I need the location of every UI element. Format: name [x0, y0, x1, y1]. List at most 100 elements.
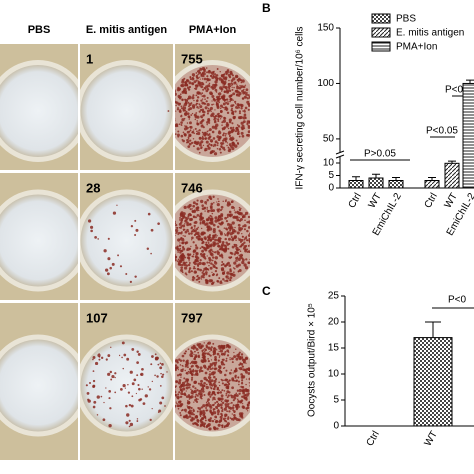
spot: [240, 121, 244, 125]
spot: [220, 418, 223, 421]
spot: [200, 387, 205, 391]
spot: [208, 128, 212, 132]
spot: [216, 280, 219, 283]
spot: [221, 95, 224, 98]
spot: [173, 245, 175, 247]
spot: [242, 368, 245, 372]
spot: [207, 358, 210, 360]
spot: [219, 107, 222, 110]
spot: [240, 107, 243, 110]
spot: [201, 249, 205, 253]
spot: [212, 374, 215, 376]
spot: [190, 232, 193, 235]
spot: [185, 386, 189, 390]
spots: [85, 341, 168, 428]
panel-c: P<0 0 5 10 15 20 25 Oocysts output/Bird × 10⁵ C…: [307, 291, 474, 448]
bar: [413, 337, 453, 427]
spot: [236, 211, 240, 215]
spot: [175, 133, 177, 136]
spot: [209, 417, 212, 420]
spot: [187, 370, 190, 373]
spot: [175, 364, 176, 367]
spot: [192, 94, 195, 97]
spot: [247, 108, 250, 111]
spot: [213, 103, 215, 105]
spot: [206, 268, 209, 270]
spot: [182, 131, 185, 134]
spot: [151, 408, 153, 410]
spot: [226, 122, 229, 125]
spot: [125, 404, 128, 408]
spot: [209, 139, 214, 143]
spot: [151, 355, 154, 358]
spot: [227, 127, 230, 130]
spot: [229, 148, 232, 151]
spot-count: 797: [181, 310, 203, 325]
spot: [189, 218, 193, 222]
spot: [211, 273, 215, 277]
spot: [107, 257, 111, 261]
spot: [201, 131, 204, 133]
spot: [213, 251, 215, 254]
spot: [237, 106, 240, 109]
spot: [243, 224, 247, 228]
spot: [177, 96, 180, 99]
spot: [218, 215, 221, 218]
spot: [208, 143, 211, 146]
spot: [195, 206, 199, 210]
spot: [229, 256, 232, 260]
spot: [231, 413, 234, 415]
spot: [234, 130, 238, 133]
y-tick-label: 20: [328, 317, 340, 328]
spot: [197, 226, 199, 229]
spot: [187, 348, 190, 351]
spot: [179, 251, 182, 254]
spot: [208, 261, 211, 264]
spot: [208, 428, 210, 430]
spot: [240, 399, 244, 402]
spot: [214, 251, 217, 254]
spot: [238, 228, 241, 231]
spot: [195, 202, 199, 206]
y-tick-label: 5: [333, 395, 339, 406]
spot: [234, 243, 238, 248]
y-tick-label: 15: [328, 343, 340, 354]
spot: [250, 252, 252, 254]
spot: [175, 404, 177, 408]
spot: [182, 105, 184, 107]
spot: [243, 396, 247, 400]
spot: [200, 75, 202, 77]
spot: [159, 401, 163, 405]
spot: [232, 372, 234, 374]
spot: [234, 144, 238, 148]
spot: [221, 139, 225, 142]
spot: [214, 355, 217, 359]
spot: [184, 352, 187, 355]
spot: [137, 383, 140, 387]
spot: [188, 262, 191, 264]
spot: [199, 396, 203, 399]
x-tick-label: WT: [367, 191, 384, 210]
spot: [197, 398, 199, 401]
spot: [181, 364, 184, 367]
spot: [246, 389, 249, 392]
spot: [220, 353, 223, 356]
spot: [220, 205, 224, 209]
spot: [186, 112, 190, 116]
spot: [176, 402, 178, 405]
spot: [178, 378, 182, 382]
spot: [249, 384, 250, 387]
spot: [233, 413, 236, 417]
spot: [206, 239, 210, 242]
spot: [194, 227, 196, 229]
spot: [235, 239, 237, 242]
spot: [193, 401, 195, 403]
spot: [212, 256, 215, 259]
spot: [195, 84, 199, 88]
spot: [245, 398, 248, 401]
spot: [217, 198, 219, 200]
spot: [232, 206, 235, 209]
spot: [214, 398, 216, 401]
spot: [209, 74, 212, 78]
spot: [241, 134, 245, 138]
